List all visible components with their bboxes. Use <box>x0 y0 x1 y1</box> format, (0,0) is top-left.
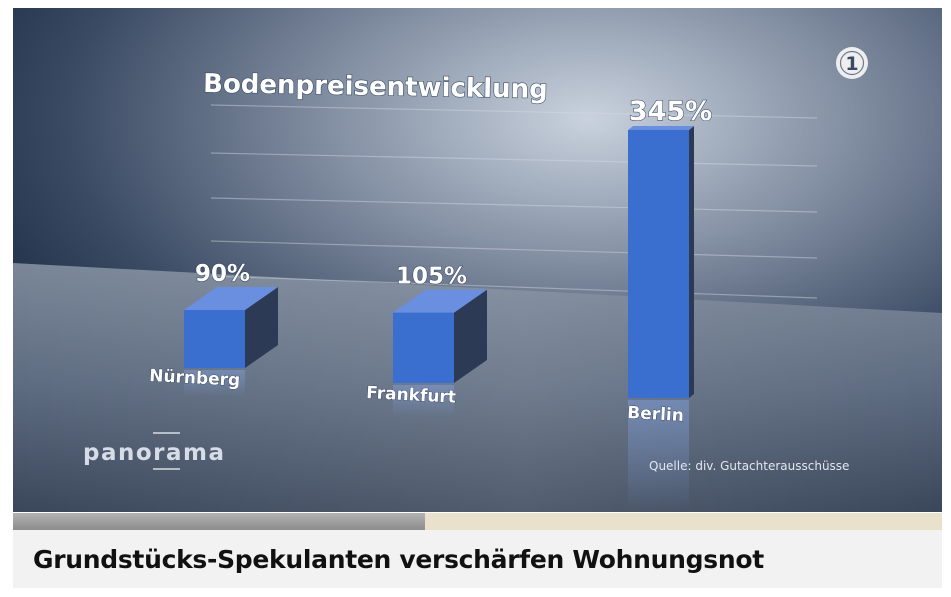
gridline <box>210 240 818 259</box>
chart-title: Bodenpreisentwicklung <box>203 69 548 105</box>
chart-frame: 90% Nürnberg 105% Frankfurt 345% Berlin Boden… <box>13 8 942 512</box>
bars <box>184 126 694 398</box>
channel-logo-icon: 1 <box>836 47 868 79</box>
panorama-logo: panorama <box>83 440 226 466</box>
svg-text:1: 1 <box>845 53 858 75</box>
value-label: 345% <box>629 96 712 127</box>
bar-reflection <box>628 400 689 510</box>
bar-reflections <box>184 370 689 510</box>
source-note: Quelle: div. Gutachterausschüsse <box>649 459 849 473</box>
gridlines <box>210 104 818 299</box>
value-label: 105% <box>396 264 467 290</box>
bar-nürnberg <box>184 287 278 368</box>
gridline <box>210 275 818 299</box>
video-caption: Grundstücks-Spekulanten verschärfen Wohn… <box>13 530 942 588</box>
caption-headline: Grundstücks-Spekulanten verschärfen Wohn… <box>33 544 764 574</box>
value-label: 90% <box>195 261 250 287</box>
video-progress-fill <box>13 513 425 530</box>
video-progress-bar[interactable] <box>13 513 942 530</box>
bar-berlin <box>628 126 694 398</box>
bar-frankfurt <box>393 289 487 383</box>
bar-reflection <box>393 385 454 417</box>
gridline <box>210 197 818 213</box>
category-label: Berlin <box>627 403 685 426</box>
bar-reflection <box>184 370 245 397</box>
gridline <box>210 104 818 119</box>
gridline <box>210 152 818 167</box>
